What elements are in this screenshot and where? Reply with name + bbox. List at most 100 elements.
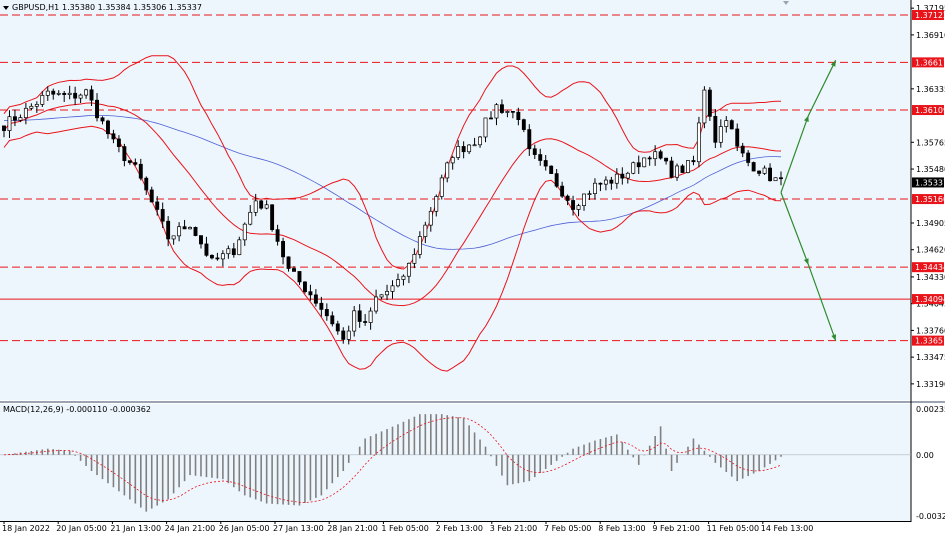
candle bbox=[237, 236, 242, 256]
time-label-6: 28 Jan 21:00 bbox=[327, 524, 378, 533]
symbol-dropdown-icon[interactable] bbox=[3, 6, 9, 10]
price-tick-10: 1.33475 bbox=[916, 353, 945, 362]
level-tag-6 bbox=[912, 335, 944, 346]
candle bbox=[461, 141, 466, 159]
candle bbox=[582, 193, 586, 211]
candle bbox=[757, 170, 762, 177]
candle bbox=[2, 125, 6, 138]
time-label-1: 20 Jan 05:00 bbox=[56, 524, 107, 533]
candle bbox=[707, 87, 712, 121]
candle bbox=[412, 248, 417, 269]
level-tag-text-4: 1.34434 bbox=[915, 263, 945, 272]
candle bbox=[259, 199, 264, 210]
candle bbox=[625, 171, 630, 184]
level-tag-text-5: 1.34094 bbox=[915, 295, 945, 304]
candle bbox=[193, 226, 198, 237]
macd-signal-line bbox=[3, 417, 782, 503]
level-tag-text-1: 1.36617 bbox=[915, 58, 945, 67]
candle bbox=[379, 294, 384, 300]
price-tick-9: 1.33760 bbox=[916, 326, 945, 335]
candle bbox=[516, 107, 521, 126]
candle bbox=[51, 88, 56, 100]
chart-shift-marker[interactable] bbox=[783, 1, 789, 5]
price-tick-1: 1.36910 bbox=[916, 31, 945, 40]
candle bbox=[450, 155, 455, 170]
level-tag-5 bbox=[912, 294, 944, 305]
candle bbox=[406, 262, 411, 284]
price-tick-2: 1.36335 bbox=[916, 85, 945, 94]
candle bbox=[341, 327, 346, 344]
candle bbox=[571, 195, 576, 216]
macd-pane-background bbox=[0, 404, 911, 521]
forecast-arrows bbox=[780, 59, 837, 341]
candle bbox=[7, 110, 12, 139]
candle bbox=[521, 118, 526, 133]
price-tick-3: 1.35765 bbox=[916, 138, 945, 147]
candle bbox=[34, 101, 39, 113]
time-label-10: 7 Feb 05:00 bbox=[544, 524, 591, 533]
candle bbox=[494, 103, 499, 126]
forecast-up-arrow-head bbox=[803, 115, 809, 123]
candle bbox=[428, 207, 433, 232]
time-label-11: 8 Feb 13:00 bbox=[598, 524, 645, 533]
candle bbox=[352, 306, 357, 337]
candle bbox=[401, 274, 406, 286]
candle bbox=[363, 314, 368, 326]
candle bbox=[609, 176, 614, 190]
ma-line bbox=[4, 115, 782, 250]
candle bbox=[532, 144, 537, 159]
candle bbox=[100, 116, 105, 125]
candle bbox=[456, 140, 461, 161]
candle bbox=[56, 90, 61, 96]
forecast-down-arrow-head bbox=[803, 258, 809, 265]
candle bbox=[439, 174, 444, 200]
price-tick-7: 1.34330 bbox=[916, 273, 945, 282]
current-price-tag bbox=[912, 177, 944, 188]
candle bbox=[669, 156, 674, 179]
candle bbox=[675, 163, 679, 181]
time-label-9: 3 Feb 21:00 bbox=[490, 524, 537, 533]
candle bbox=[12, 109, 17, 127]
level-tag-text-0: 1.37122 bbox=[915, 11, 945, 20]
level-tag-text-6: 1.33651 bbox=[915, 337, 945, 346]
candle bbox=[713, 109, 718, 149]
candle bbox=[319, 296, 324, 317]
candle bbox=[248, 205, 253, 226]
level-tag-3 bbox=[912, 194, 944, 205]
candle bbox=[549, 165, 554, 174]
candle bbox=[220, 250, 225, 267]
candle bbox=[95, 93, 99, 122]
candle bbox=[593, 178, 597, 200]
candle bbox=[209, 254, 214, 260]
candle bbox=[308, 284, 313, 301]
candle bbox=[346, 325, 351, 345]
candle bbox=[84, 88, 89, 99]
candle bbox=[122, 143, 127, 167]
candle bbox=[478, 135, 482, 148]
candle bbox=[779, 171, 783, 186]
time-label-3: 24 Jan 21:00 bbox=[165, 524, 216, 533]
candle bbox=[138, 158, 143, 181]
candle bbox=[773, 177, 778, 182]
macd-label: MACD(12,26,9) -0.000110 -0.000362 bbox=[3, 405, 151, 414]
candle bbox=[292, 266, 296, 272]
candle bbox=[467, 144, 472, 155]
candle bbox=[281, 237, 286, 265]
candle bbox=[390, 280, 395, 299]
candle bbox=[489, 111, 493, 120]
candle bbox=[653, 145, 658, 166]
candle bbox=[483, 117, 488, 143]
level-tag-2 bbox=[912, 105, 944, 116]
candle bbox=[133, 158, 138, 166]
candle bbox=[160, 202, 165, 229]
candle bbox=[111, 129, 116, 144]
price-axis-ticks: 1.37195 1.36910 1.36335 1.35765 1.35480 1.349… bbox=[911, 4, 945, 389]
candle bbox=[226, 245, 231, 259]
candle bbox=[527, 124, 532, 156]
candle bbox=[762, 165, 767, 175]
candle bbox=[242, 222, 247, 246]
level-price-labels: 1.37122 1.36617 1.36109 1.35160 1.34434 1.340… bbox=[912, 10, 945, 346]
candle bbox=[691, 155, 696, 166]
candle bbox=[724, 116, 729, 133]
